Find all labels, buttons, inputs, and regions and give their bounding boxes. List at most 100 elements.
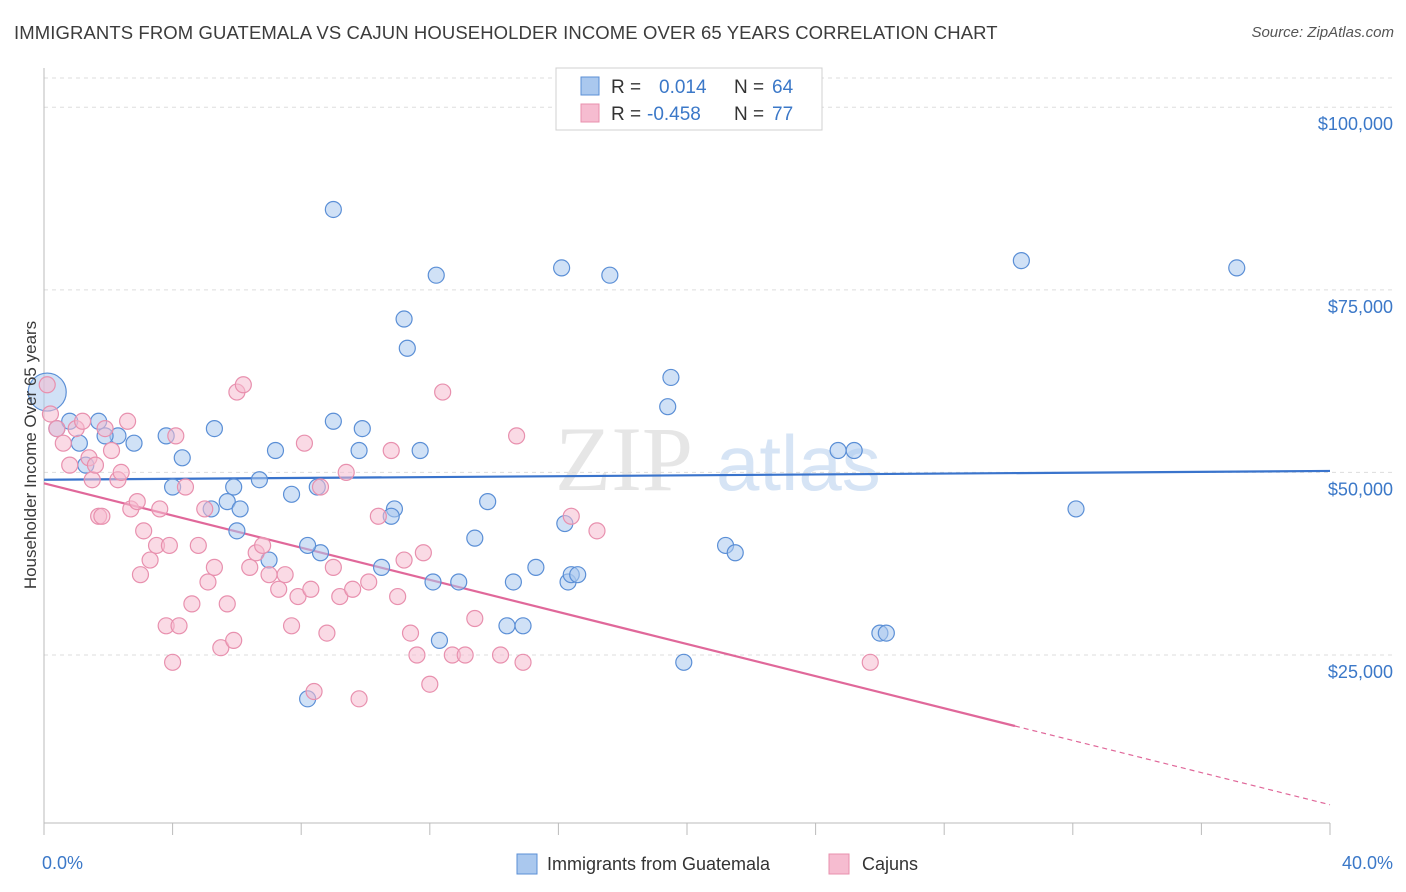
cajun-point bbox=[73, 412, 92, 430]
cajun-point bbox=[350, 690, 368, 708]
guatemala-point bbox=[350, 441, 368, 460]
guatemala-point bbox=[601, 266, 619, 284]
cajun-point bbox=[86, 456, 105, 474]
cajun-point bbox=[260, 566, 278, 584]
cajun-point bbox=[331, 587, 349, 606]
cajun-point bbox=[199, 573, 217, 591]
guatemala-point bbox=[450, 573, 468, 591]
cajun-point bbox=[61, 456, 79, 474]
cajun-point bbox=[225, 631, 243, 650]
guatemala-point bbox=[372, 558, 391, 576]
guatemala-point bbox=[266, 441, 285, 460]
guatemala-point bbox=[353, 419, 371, 438]
guatemala-point bbox=[662, 368, 680, 387]
cajun-trend-extension bbox=[1014, 725, 1331, 806]
cajun-point bbox=[414, 544, 432, 562]
cajun-point bbox=[205, 558, 223, 576]
guatemala-point bbox=[829, 441, 847, 460]
cajun-point bbox=[241, 558, 259, 576]
y-tick-label: $50,000 bbox=[1328, 479, 1393, 499]
legend-r-label-1: R = bbox=[611, 77, 641, 98]
guatemala-point bbox=[173, 449, 191, 467]
chart-title: IMMIGRANTS FROM GUATEMALA VS CAJUN HOUSE… bbox=[14, 22, 998, 43]
guatemala-point bbox=[218, 493, 236, 511]
guatemala-point bbox=[324, 412, 342, 430]
guatemala-point bbox=[726, 544, 744, 562]
guatemala-point bbox=[282, 485, 301, 503]
cajun-point bbox=[456, 646, 474, 664]
guatemala-point bbox=[299, 536, 317, 555]
bottom-legend-swatch-blue bbox=[516, 853, 538, 875]
cajun-point bbox=[408, 646, 426, 664]
cajun-point bbox=[176, 478, 195, 496]
data-points bbox=[27, 200, 1246, 708]
legend-n-label-2: N = bbox=[734, 104, 764, 125]
guatemala-point bbox=[569, 566, 587, 584]
y-tick-label: $25,000 bbox=[1328, 662, 1393, 682]
cajun-point bbox=[83, 471, 101, 489]
series-legend: Immigrants from Guatemala Cajuns bbox=[516, 853, 918, 875]
cajun-point bbox=[389, 587, 407, 606]
bottom-legend-series1: Immigrants from Guatemala bbox=[547, 854, 771, 874]
y-tick-label: $100,000 bbox=[1318, 114, 1393, 134]
guatemala-point bbox=[70, 434, 88, 452]
cajun-point bbox=[344, 580, 362, 598]
guatemala-point bbox=[228, 522, 246, 540]
guatemala-point bbox=[1228, 259, 1246, 277]
axes bbox=[43, 68, 1331, 835]
source-credit: Source: ZipAtlas.com bbox=[1251, 24, 1394, 41]
cajun-point bbox=[270, 580, 288, 598]
cajun-point bbox=[41, 405, 60, 423]
guatemala-point bbox=[311, 544, 330, 562]
y-axis-label: Householder Income Over 65 years bbox=[21, 321, 40, 589]
cajun-point bbox=[369, 507, 387, 525]
guatemala-point bbox=[514, 617, 532, 635]
legend-n-label-1: N = bbox=[734, 77, 764, 98]
guatemala-point bbox=[675, 653, 693, 671]
cajun-point bbox=[276, 566, 294, 584]
cajun-point bbox=[514, 653, 532, 671]
cajun-point bbox=[164, 653, 182, 671]
cajun-point bbox=[118, 412, 137, 430]
cajun-point bbox=[38, 376, 56, 394]
x-tick-label: 0.0% bbox=[42, 853, 83, 873]
cajun-point bbox=[491, 646, 510, 664]
cajun-point bbox=[96, 419, 114, 438]
cajun-point bbox=[401, 624, 420, 642]
guatemala-point bbox=[479, 493, 497, 511]
guatemala-point bbox=[466, 529, 484, 547]
cajun-point bbox=[183, 595, 201, 613]
guatemala-point bbox=[1012, 251, 1030, 270]
bottom-legend-swatch-pink bbox=[828, 853, 850, 875]
guatemala-point bbox=[504, 573, 522, 591]
cajun-point bbox=[382, 441, 400, 460]
cajun-point bbox=[48, 419, 66, 438]
guatemala-point bbox=[877, 624, 895, 642]
guatemala-point bbox=[527, 558, 545, 576]
cajun-point bbox=[93, 507, 111, 525]
guatemala-point bbox=[398, 339, 416, 357]
cajun-point bbox=[395, 551, 413, 569]
cajun-point bbox=[151, 500, 169, 518]
cajun-point bbox=[128, 493, 146, 511]
cajun-point bbox=[311, 478, 330, 496]
guatemala-point bbox=[659, 398, 677, 416]
guatemala-point bbox=[395, 310, 413, 328]
cajun-point bbox=[141, 551, 159, 569]
guatemala-point bbox=[845, 441, 863, 460]
legend-r-value-1: 0.014 bbox=[659, 77, 707, 98]
cajun-point bbox=[112, 463, 130, 482]
y-tick-label: $75,000 bbox=[1328, 297, 1393, 317]
guatemala-point bbox=[225, 478, 243, 496]
cajun-point bbox=[861, 653, 879, 671]
legend-swatch-pink bbox=[580, 103, 600, 123]
guatemala-point bbox=[250, 471, 269, 489]
cajun-point bbox=[324, 558, 342, 576]
cajun-trend-line bbox=[43, 482, 1016, 728]
cajun-point bbox=[234, 376, 252, 394]
cajun-point bbox=[337, 463, 355, 482]
tick-labels: $25,000 $50,000 $75,000 $100,000 0.0% 40.0% bbox=[42, 114, 1393, 873]
cajun-point bbox=[54, 434, 72, 452]
cajun-point bbox=[282, 617, 301, 635]
